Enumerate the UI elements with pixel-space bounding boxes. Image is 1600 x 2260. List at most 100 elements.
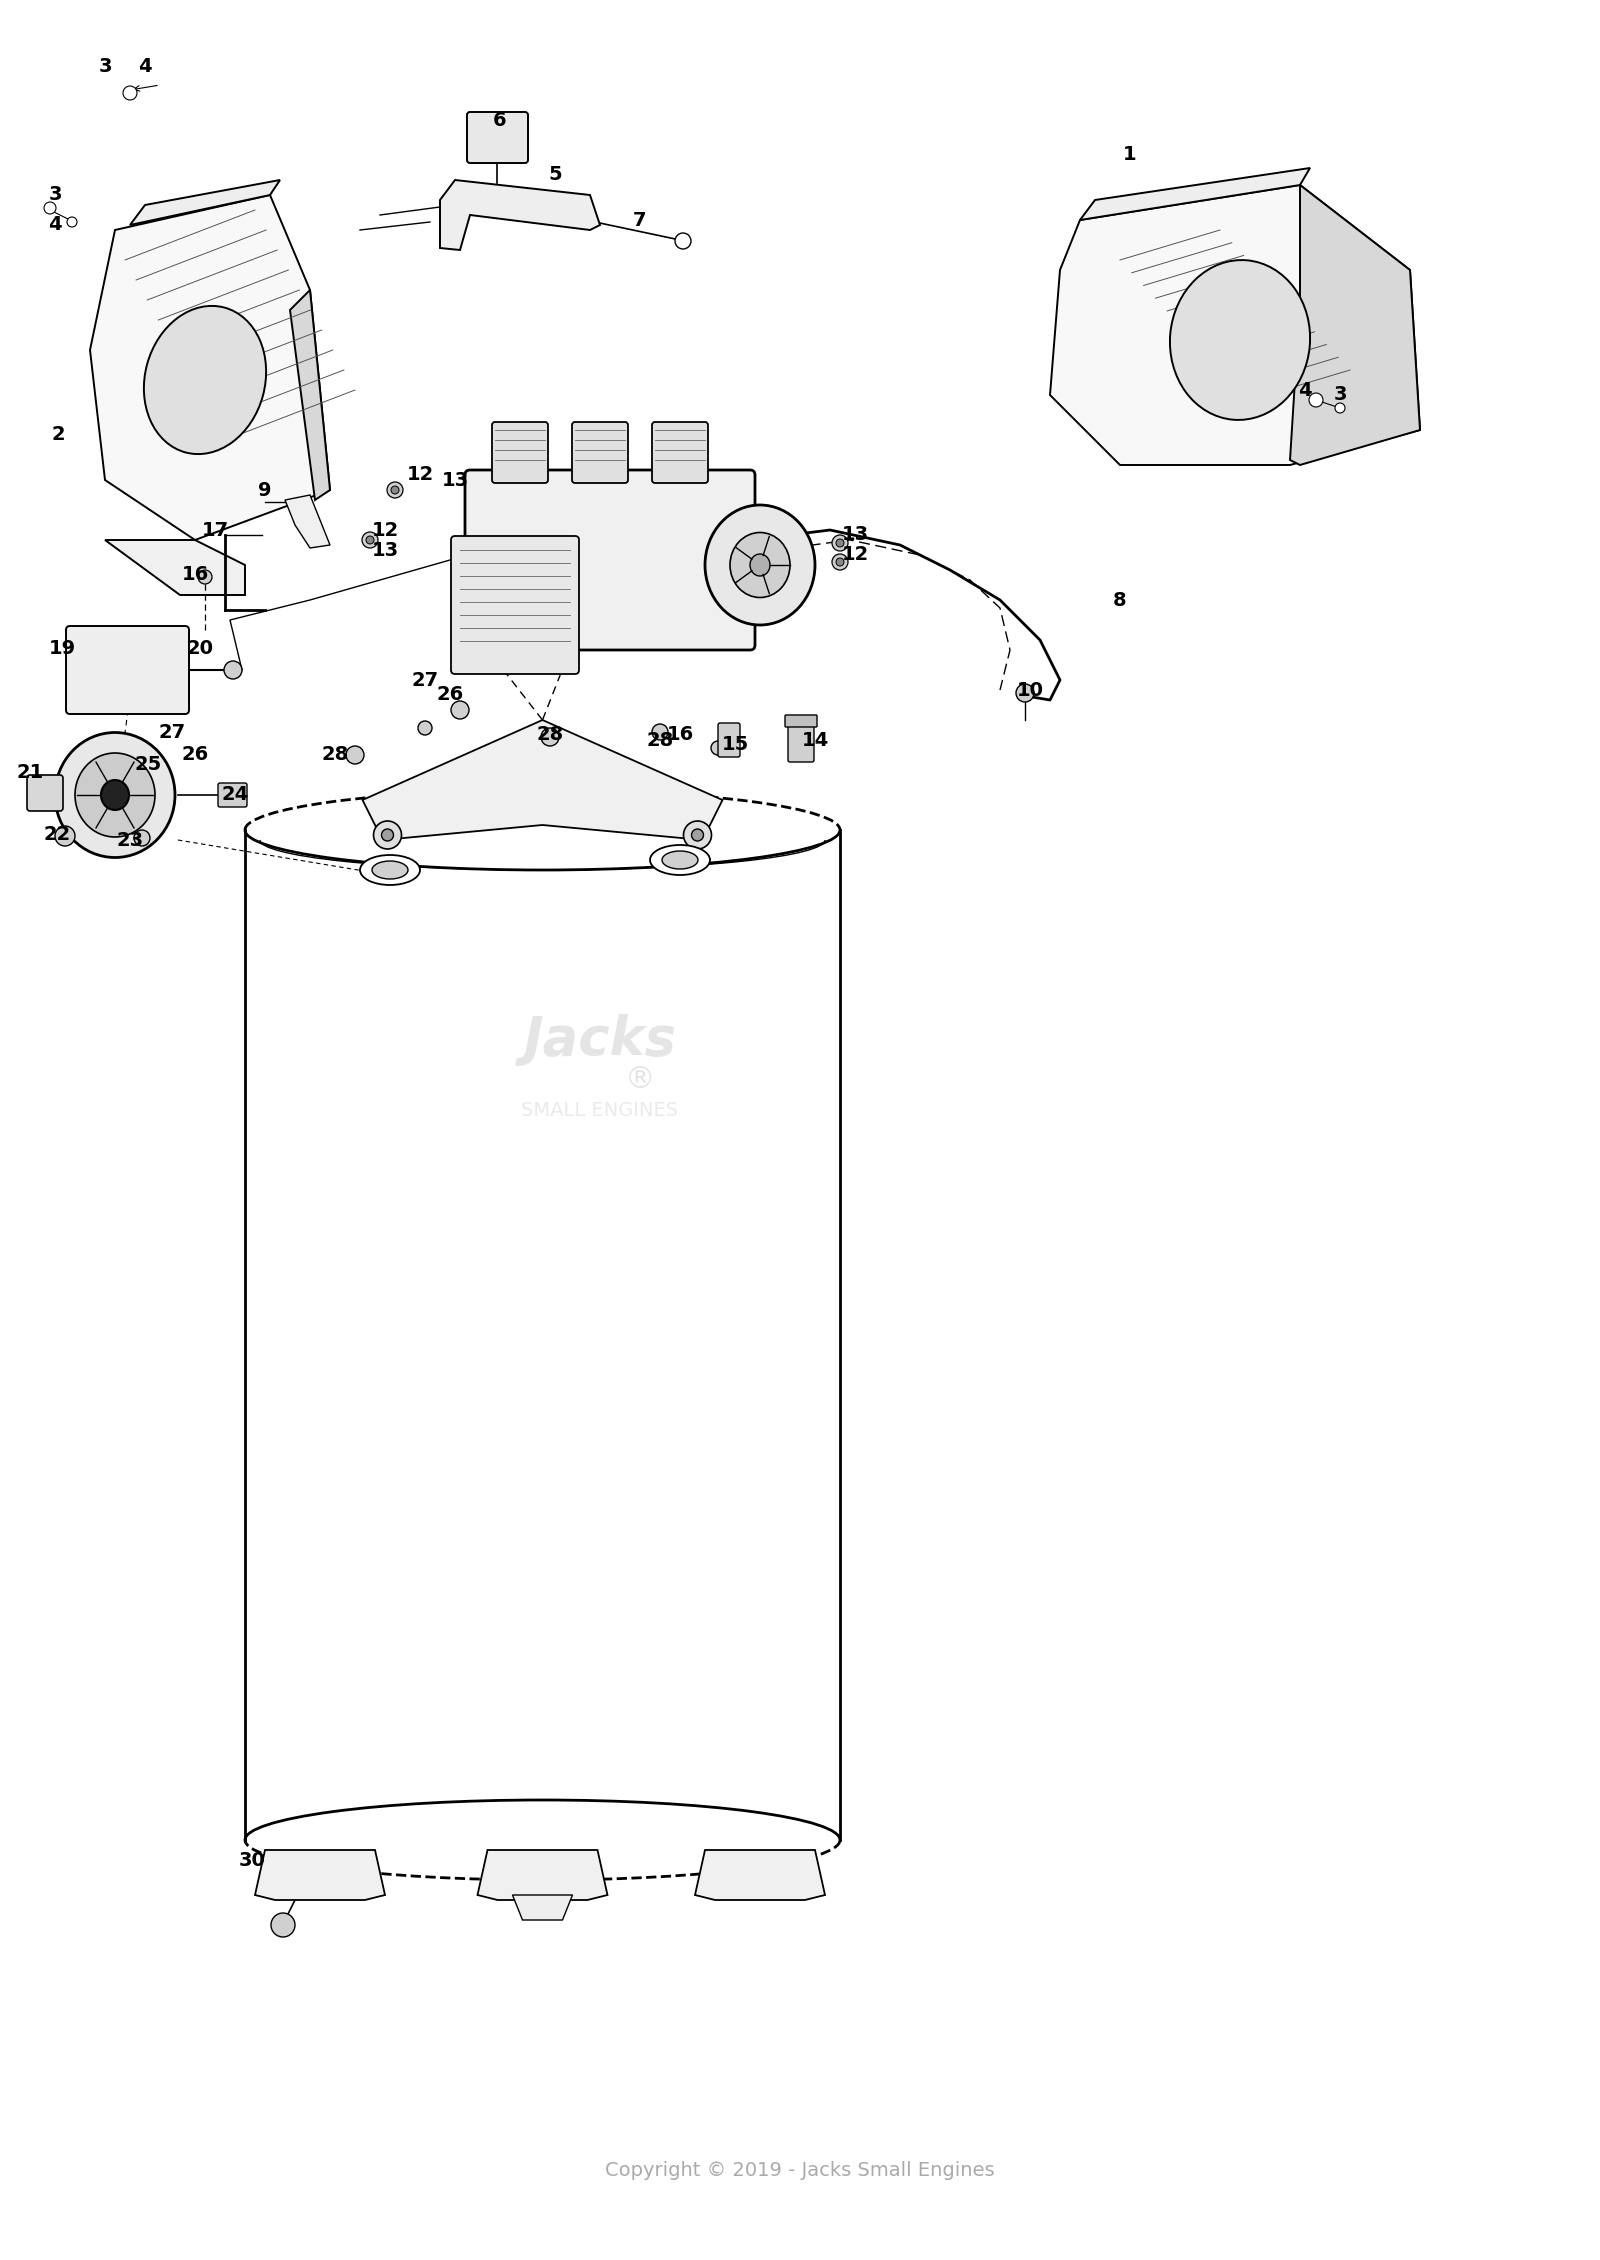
Polygon shape — [90, 194, 330, 540]
Text: 12: 12 — [371, 520, 398, 540]
Circle shape — [1309, 393, 1323, 407]
Ellipse shape — [144, 305, 266, 454]
Text: 25: 25 — [134, 755, 162, 775]
FancyBboxPatch shape — [718, 723, 739, 757]
Circle shape — [387, 481, 403, 497]
Text: 30: 30 — [238, 1851, 266, 1869]
Text: 26: 26 — [437, 685, 464, 705]
Circle shape — [832, 554, 848, 570]
Circle shape — [675, 233, 691, 249]
Text: 28: 28 — [536, 725, 563, 744]
Text: 27: 27 — [158, 723, 186, 744]
Text: 23: 23 — [117, 829, 144, 850]
Text: 8: 8 — [1114, 590, 1126, 610]
Circle shape — [54, 825, 75, 845]
Polygon shape — [285, 495, 330, 547]
Circle shape — [710, 741, 725, 755]
Text: 26: 26 — [181, 746, 208, 764]
Text: 13: 13 — [371, 540, 398, 560]
Text: 22: 22 — [43, 825, 70, 845]
Ellipse shape — [360, 854, 419, 886]
Polygon shape — [477, 1851, 608, 1901]
Polygon shape — [440, 181, 600, 251]
Ellipse shape — [371, 861, 408, 879]
Circle shape — [198, 570, 211, 583]
Text: 27: 27 — [411, 671, 438, 689]
Text: 9: 9 — [258, 481, 272, 499]
Text: 28: 28 — [322, 746, 349, 764]
Circle shape — [224, 660, 242, 678]
Ellipse shape — [750, 554, 770, 576]
Polygon shape — [106, 540, 245, 594]
Polygon shape — [290, 289, 330, 499]
Text: 3: 3 — [1333, 386, 1347, 405]
Polygon shape — [1050, 185, 1421, 466]
FancyBboxPatch shape — [573, 423, 627, 484]
Text: 2: 2 — [51, 425, 66, 445]
Text: ®: ® — [624, 1064, 656, 1094]
Circle shape — [418, 721, 432, 735]
Text: 28: 28 — [646, 730, 674, 750]
Text: 3: 3 — [98, 56, 112, 77]
Ellipse shape — [101, 780, 130, 809]
Circle shape — [270, 1912, 294, 1937]
Text: 12: 12 — [406, 466, 434, 484]
FancyBboxPatch shape — [493, 423, 547, 484]
FancyBboxPatch shape — [786, 714, 818, 728]
Text: 10: 10 — [1016, 680, 1043, 701]
Circle shape — [134, 829, 150, 845]
Circle shape — [381, 829, 394, 841]
Circle shape — [390, 486, 398, 495]
Ellipse shape — [54, 732, 174, 857]
Text: 4: 4 — [138, 56, 152, 77]
FancyBboxPatch shape — [451, 536, 579, 673]
Circle shape — [832, 536, 848, 551]
Circle shape — [1334, 402, 1346, 414]
Text: 16: 16 — [181, 565, 208, 585]
Ellipse shape — [706, 504, 814, 626]
Text: Copyright © 2019 - Jacks Small Engines: Copyright © 2019 - Jacks Small Engines — [605, 2161, 995, 2179]
Text: 7: 7 — [634, 210, 646, 231]
Circle shape — [362, 531, 378, 547]
Polygon shape — [512, 1894, 573, 1921]
Text: 19: 19 — [48, 640, 75, 658]
Polygon shape — [1080, 167, 1310, 219]
Text: 4: 4 — [1298, 380, 1312, 400]
Ellipse shape — [650, 845, 710, 875]
Polygon shape — [254, 1851, 386, 1901]
Circle shape — [683, 820, 712, 850]
Circle shape — [45, 201, 56, 215]
Circle shape — [653, 723, 669, 739]
FancyBboxPatch shape — [467, 113, 528, 163]
FancyBboxPatch shape — [66, 626, 189, 714]
Circle shape — [691, 829, 704, 841]
Ellipse shape — [730, 533, 790, 597]
Circle shape — [451, 701, 469, 719]
Ellipse shape — [75, 753, 155, 836]
Ellipse shape — [1170, 260, 1310, 420]
Circle shape — [346, 746, 365, 764]
Text: 21: 21 — [16, 764, 43, 782]
Circle shape — [835, 558, 845, 565]
Text: 20: 20 — [187, 640, 213, 658]
Text: 13: 13 — [442, 470, 469, 490]
Polygon shape — [694, 1851, 826, 1901]
FancyBboxPatch shape — [218, 782, 246, 807]
Text: 13: 13 — [842, 527, 869, 545]
Text: 3: 3 — [48, 185, 62, 203]
Polygon shape — [130, 181, 280, 226]
Circle shape — [123, 86, 138, 99]
Text: 12: 12 — [842, 545, 869, 565]
Text: 1: 1 — [1123, 145, 1138, 165]
Circle shape — [835, 538, 845, 547]
FancyBboxPatch shape — [787, 719, 814, 762]
Circle shape — [541, 728, 558, 746]
Text: 16: 16 — [666, 725, 694, 744]
Text: SMALL ENGINES: SMALL ENGINES — [522, 1101, 678, 1119]
Circle shape — [373, 820, 402, 850]
Text: 4: 4 — [48, 215, 62, 235]
Circle shape — [67, 217, 77, 226]
Text: 15: 15 — [722, 734, 749, 755]
Circle shape — [366, 536, 374, 545]
Ellipse shape — [662, 852, 698, 870]
